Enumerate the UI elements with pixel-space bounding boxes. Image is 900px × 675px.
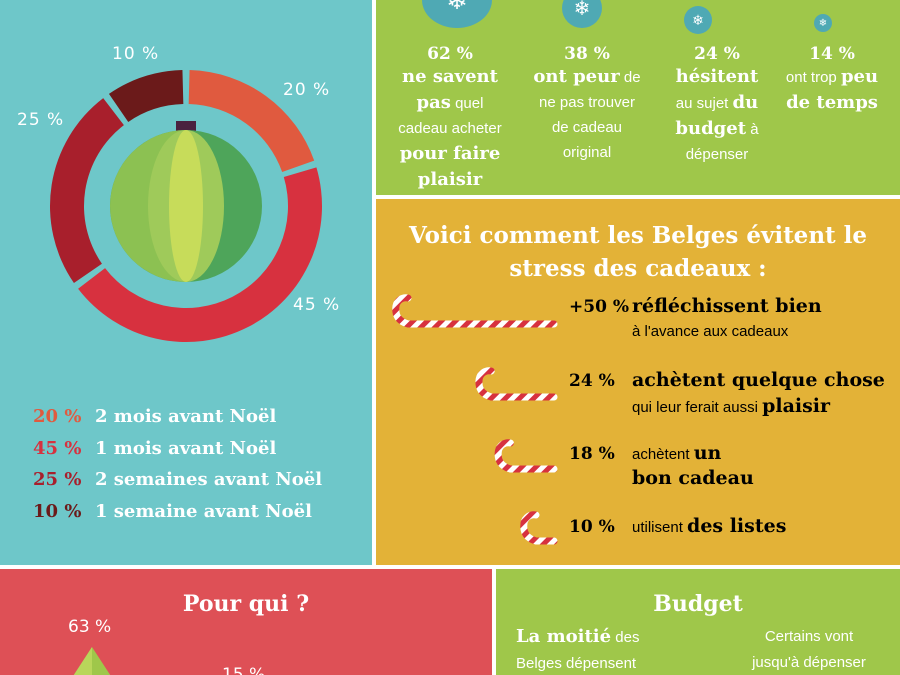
stress-stat: 14 % ont trop peu de temps (772, 0, 892, 116)
slice-label-2-months: 20 % (283, 80, 331, 100)
donut-slice (108, 70, 184, 122)
avoid-line: bon cadeau (632, 467, 754, 489)
budget-emphasis: La moitié (516, 626, 612, 647)
legend-pct: 45 % (33, 437, 82, 459)
avoid-stress-panel: Voici comment les Belges évitent le stre… (376, 199, 900, 565)
avoid-line: réfléchissent bien (632, 295, 822, 317)
slice-label-1-month: 45 % (293, 295, 341, 315)
stat-line: dépenser (685, 146, 749, 163)
stat-line: pas quel (416, 92, 484, 113)
stress-stat: 24 % hésitent au sujet du budget à dépenser (642, 0, 792, 167)
avoid-title-line: stress des cadeaux : (509, 255, 767, 282)
legend-pct: 25 % (33, 469, 82, 490)
candy-cane-bar (494, 439, 558, 473)
legend-row: 25 % 2 semaines avant Noël (33, 469, 322, 501)
donut-slice (50, 98, 124, 284)
budget-left-text: La moitié des Belges dépensent (516, 624, 639, 675)
stress-pct: 24 % (694, 44, 740, 64)
stat-line: de temps (786, 92, 878, 113)
stat-line: de cadeau (551, 119, 623, 136)
budget-title: Budget (653, 591, 743, 617)
budget-panel: Budget La moitié des Belges dépensent Ce… (496, 569, 900, 675)
avoid-title: Voici comment les Belges évitent le stre… (376, 219, 900, 285)
stress-pct: 14 % (809, 44, 855, 64)
stat-line: au sujet du (675, 92, 759, 113)
avoid-line: utilisent des listes (632, 515, 787, 537)
avoid-pct: +50 % (569, 297, 629, 317)
legend-label: 2 mois avant Noël (95, 406, 277, 427)
timing-panel: 20 % 45 % 25 % 10 % 20 % 2 mois avant No… (0, 0, 372, 565)
stat-line: budget à (675, 118, 759, 139)
stat-line: ne pas trouver (539, 94, 635, 111)
legend-row: 45 % 1 mois avant Noël (33, 438, 322, 470)
legend-row: 10 % 1 semaine avant Noël (33, 501, 322, 533)
budget-text: Belges dépensent (516, 655, 637, 672)
candy-cane-bar (475, 367, 558, 401)
legend-label: 2 semaines avant Noël (95, 469, 323, 490)
legend-row: 20 % 2 mois avant Noël (33, 406, 322, 438)
avoid-line: achètent un (632, 442, 722, 464)
stat-line: cadeau acheter (398, 120, 502, 137)
legend-pct: 10 % (33, 500, 82, 522)
budget-right-text: Certains vont jusqu'à dépenser (734, 624, 884, 675)
stat-line: ont peur de (533, 66, 641, 87)
stress-pct: 38 % (564, 44, 610, 64)
avoid-line: qui leur ferait aussi plaisir (632, 395, 831, 417)
candy-cane-bar (392, 294, 558, 328)
stress-description: ont trop peu de temps (772, 64, 892, 116)
budget-text: jusqu'à dépenser (752, 654, 866, 671)
budget-text: des (611, 629, 640, 646)
stress-stat: 38 % ont peur de ne pas trouver de cadeau o… (512, 0, 662, 165)
avoid-pct: 18 % (569, 444, 615, 464)
avoid-pct: 24 % (569, 371, 615, 391)
who-pct-partial: 15 % (222, 665, 266, 675)
for-whom-panel: Pour qui ? 63 % 15 % (0, 569, 492, 675)
tree-icon (73, 647, 111, 675)
avoid-title-line: Voici comment les Belges évitent le (408, 222, 868, 249)
avoid-pct: 10 % (569, 517, 615, 537)
stress-description: hésitent au sujet du budget à dépenser (642, 64, 792, 167)
who-title: Pour qui ? (182, 591, 310, 617)
snowflake-ornament-icon: ❄ (684, 6, 712, 34)
legend-pct: 20 % (33, 406, 82, 427)
slice-label-1-week: 10 % (112, 44, 160, 64)
stat-line: ne savent (402, 66, 498, 87)
ornament-ball-illustration (110, 121, 262, 282)
candy-cane-bar (520, 511, 558, 545)
stat-line: ont trop peu (785, 66, 879, 87)
avoid-line: à l'avance aux cadeaux (632, 323, 789, 340)
legend-label: 1 semaine avant Noël (95, 500, 312, 522)
stress-stat: 62 % ne savent pas quel cadeau acheter pour… (376, 0, 524, 193)
stress-pct: 62 % (427, 44, 473, 64)
snowflake-ornament-icon: ❄ (814, 14, 832, 32)
stat-line: plaisir (417, 169, 483, 190)
slice-label-2-weeks: 25 % (17, 110, 65, 130)
stat-line: original (562, 144, 612, 161)
legend-label: 1 mois avant Noël (95, 437, 277, 459)
stat-line: pour faire (399, 143, 501, 164)
stress-description: ont peur de ne pas trouver de cadeau origin… (512, 64, 662, 165)
stress-description: ne savent pas quel cadeau acheter pour fair… (376, 64, 524, 193)
avoid-line: achètent quelque chose (632, 369, 885, 391)
donut-chart (50, 70, 322, 343)
budget-text: Certains vont (764, 628, 854, 645)
donut-slice (188, 70, 315, 172)
who-pct: 63 % (68, 617, 112, 637)
stat-line: hésitent (675, 66, 759, 87)
donut-slice (78, 167, 322, 343)
candy-cane-bars (392, 294, 558, 545)
donut-legend: 20 % 2 mois avant Noël 45 % 1 mois avant… (33, 406, 322, 532)
